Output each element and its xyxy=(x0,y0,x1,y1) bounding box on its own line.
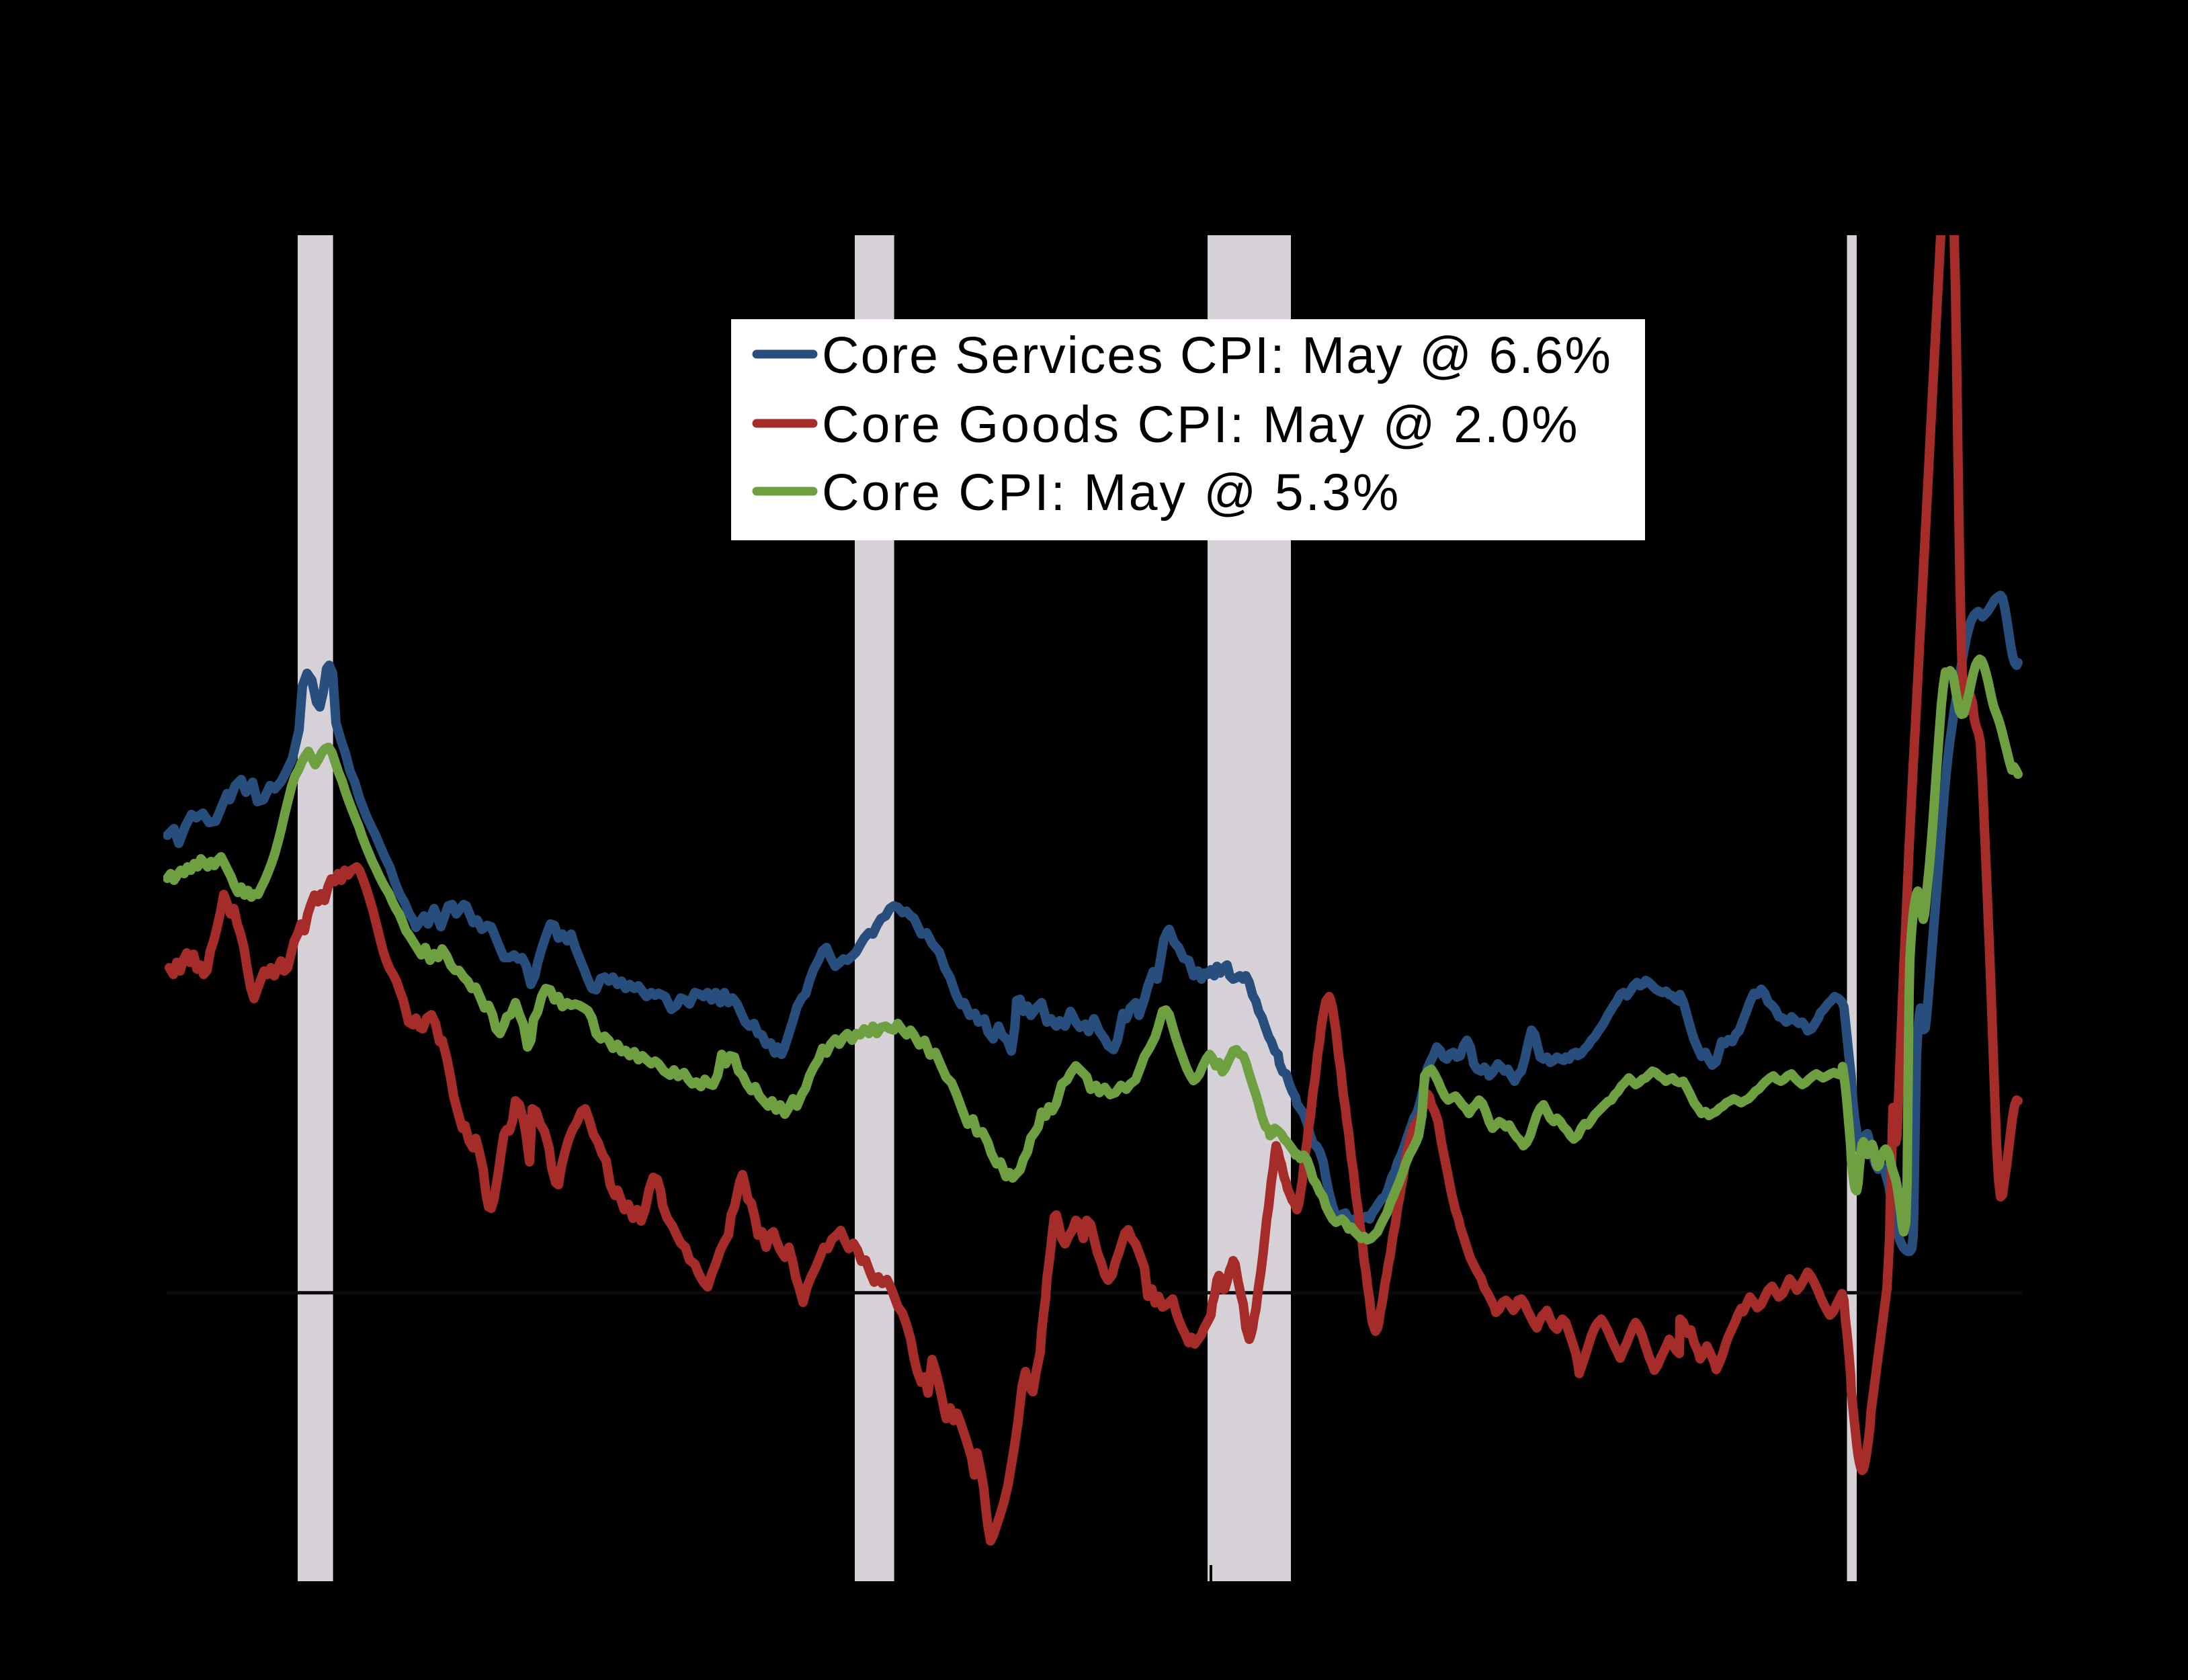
svg-text:Core Services CPI: May @ 6.6%: Core Services CPI: May @ 6.6% xyxy=(822,327,1612,384)
svg-text:Core Goods CPI: May @ 2.0%: Core Goods CPI: May @ 2.0% xyxy=(822,396,1580,454)
svg-text:Core CPI: May @ 5.3%: Core CPI: May @ 5.3% xyxy=(822,464,1400,521)
